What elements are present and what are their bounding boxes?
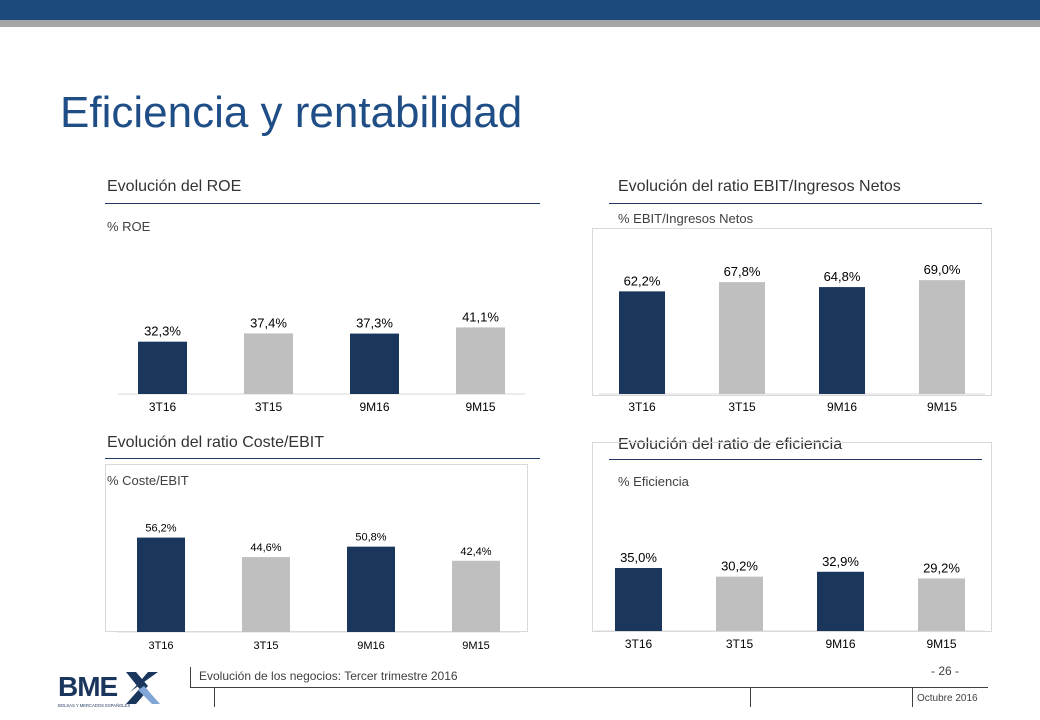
coste-bar-3t15 — [242, 557, 290, 632]
footer-divider — [912, 687, 913, 707]
footer-divider — [214, 687, 215, 707]
eficiencia-value-label: 35,0% — [620, 550, 657, 565]
footer-caption: Evolución de los negocios: Tercer trimes… — [199, 669, 458, 683]
eficiencia-chart-title: Evolución del ratio de eficiencia — [618, 436, 843, 453]
roe-bar-3t16 — [138, 341, 187, 394]
roe-bar-chart: 32,3% 3T16 37,4% 3T15 37,3% 9M16 41,1% 9M15 — [118, 309, 525, 414]
eficiencia-title-underline — [609, 459, 982, 460]
page-number: - 26 - — [931, 664, 960, 678]
ebit-unit-label: % EBIT/Ingresos Netos — [618, 211, 754, 226]
coste-title-underline — [105, 458, 540, 459]
page-title: Eficiencia y rentabilidad — [60, 88, 523, 137]
bme-logo-text: BME — [58, 671, 118, 702]
ebit-tick-label: 9M16 — [827, 400, 857, 414]
eficiencia-tick-label: 3T15 — [726, 637, 754, 651]
ebit-tick-label: 3T16 — [628, 400, 656, 414]
roe-tick-label: 3T16 — [149, 400, 177, 414]
eficiencia-tick-label: 3T16 — [625, 637, 653, 651]
eficiencia-unit-label: % Eficiencia — [618, 474, 689, 489]
coste-tick-label: 3T16 — [148, 640, 173, 652]
coste-bar-9m16 — [347, 546, 395, 632]
coste-value-label: 44,6% — [250, 542, 281, 554]
eficiencia-bar-3t16 — [615, 568, 662, 631]
roe-unit-label: % ROE — [107, 219, 151, 234]
ebit-bar-3t15 — [719, 282, 765, 394]
coste-tick-label: 9M15 — [462, 640, 490, 652]
ebit-bar-chart: 62,2% 3T16 67,8% 3T15 64,8% 9M16 69,0% 9M15 — [599, 262, 985, 414]
eficiencia-bar-3t15 — [716, 576, 763, 631]
roe-tick-label: 9M16 — [359, 400, 389, 414]
eficiencia-value-label: 29,2% — [923, 560, 960, 575]
coste-value-label: 42,4% — [460, 546, 491, 558]
bme-logo: BME BOLSAS Y MERCADOS ESPAÑOLES — [58, 671, 160, 708]
footer-rule — [190, 687, 988, 688]
footer-divider — [750, 687, 751, 707]
coste-tick-label: 3T15 — [253, 640, 278, 652]
roe-chart-title: Evolución del ROE — [107, 178, 242, 195]
coste-bar-3t16 — [137, 537, 185, 632]
ebit-tick-label: 3T15 — [728, 400, 756, 414]
ebit-bar-3t16 — [619, 291, 665, 394]
coste-value-label: 56,2% — [145, 523, 176, 535]
ebit-value-label: 64,8% — [824, 269, 861, 284]
top-bar — [0, 0, 1040, 20]
ebit-bar-9m15 — [919, 280, 965, 394]
eficiencia-value-label: 30,2% — [721, 559, 758, 574]
ebit-title-underline — [609, 203, 982, 204]
ebit-value-label: 62,2% — [624, 273, 661, 288]
ebit-tick-label: 9M15 — [927, 400, 957, 414]
roe-value-label: 41,1% — [462, 309, 499, 324]
ebit-value-label: 67,8% — [724, 264, 761, 279]
coste-bar-chart: 56,2% 3T16 44,6% 3T15 50,8% 9M16 42,4% 9M15 — [117, 523, 520, 652]
roe-value-label: 32,3% — [144, 324, 181, 339]
footer-divider — [190, 667, 191, 687]
roe-bar-9m16 — [350, 333, 399, 394]
roe-tick-label: 3T15 — [255, 400, 283, 414]
top-bar-accent — [0, 20, 1040, 27]
ebit-chart-frame — [592, 228, 992, 396]
coste-chart-title: Evolución del ratio Coste/EBIT — [107, 434, 324, 451]
ebit-value-label: 69,0% — [924, 262, 961, 277]
roe-title-underline — [105, 203, 540, 204]
bme-logo-x-mark — [126, 672, 160, 704]
coste-tick-label: 9M16 — [357, 640, 385, 652]
ebit-bar-9m16 — [819, 287, 865, 394]
eficiencia-value-label: 32,9% — [822, 554, 859, 569]
roe-bar-3t15 — [244, 333, 293, 394]
coste-value-label: 50,8% — [355, 532, 386, 544]
eficiencia-bar-9m15 — [918, 578, 965, 631]
coste-unit-label: % Coste/EBIT — [107, 473, 189, 488]
roe-value-label: 37,3% — [356, 316, 393, 331]
footer-date: Octubre 2016 — [917, 693, 978, 704]
coste-bar-9m15 — [452, 560, 500, 632]
eficiencia-tick-label: 9M15 — [926, 637, 956, 651]
ebit-chart-title: Evolución del ratio EBIT/Ingresos Netos — [618, 178, 901, 195]
roe-tick-label: 9M15 — [465, 400, 495, 414]
bme-logo-tagline: BOLSAS Y MERCADOS ESPAÑOLES — [58, 703, 130, 708]
roe-bar-9m15 — [456, 327, 505, 394]
roe-value-label: 37,4% — [250, 315, 287, 330]
eficiencia-tick-label: 9M16 — [825, 637, 855, 651]
eficiencia-bar-chart: 35,0% 3T16 30,2% 3T15 32,9% 9M16 29,2% 9M15 — [595, 550, 985, 651]
eficiencia-bar-9m16 — [817, 571, 864, 631]
